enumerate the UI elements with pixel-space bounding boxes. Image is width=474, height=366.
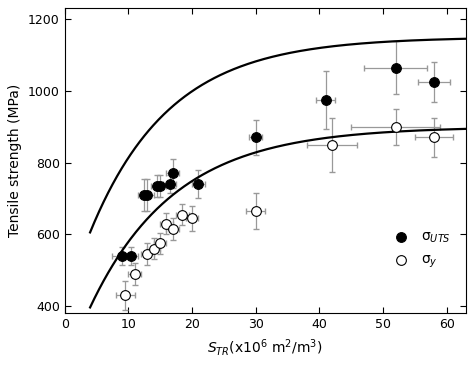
σ$_y$ <box>179 212 186 217</box>
σ$_y$ <box>121 292 129 298</box>
σ$_y$ <box>430 135 438 141</box>
σ$_y$ <box>163 221 170 227</box>
X-axis label: $S_{TR}$(x10$^6$ m$^2$/m$^3$): $S_{TR}$(x10$^6$ m$^2$/m$^3$) <box>207 337 323 358</box>
σ$_y$ <box>328 142 336 147</box>
σ$_{UTS}$ <box>140 192 148 198</box>
σ$_{UTS}$ <box>392 64 400 70</box>
Y-axis label: Tensile strength (MPa): Tensile strength (MPa) <box>9 84 22 238</box>
σ$_y$ <box>188 215 196 221</box>
σ$_y$ <box>131 271 138 277</box>
σ$_{UTS}$ <box>166 181 173 187</box>
σ$_y$ <box>392 124 400 130</box>
σ$_{UTS}$ <box>153 183 161 189</box>
σ$_{UTS}$ <box>169 171 177 176</box>
σ$_{UTS}$ <box>128 253 135 259</box>
σ$_{UTS}$ <box>430 79 438 85</box>
σ$_{UTS}$ <box>144 192 151 198</box>
Legend: σ$_{UTS}$, σ$_y$: σ$_{UTS}$, σ$_y$ <box>388 230 451 270</box>
σ$_{UTS}$ <box>156 183 164 189</box>
σ$_{UTS}$ <box>322 97 329 103</box>
σ$_{UTS}$ <box>118 253 126 259</box>
σ$_y$ <box>169 226 177 232</box>
σ$_y$ <box>156 240 164 246</box>
σ$_y$ <box>144 251 151 257</box>
σ$_y$ <box>252 208 259 214</box>
σ$_{UTS}$ <box>194 181 202 187</box>
σ$_{UTS}$ <box>252 135 259 141</box>
σ$_y$ <box>150 246 157 251</box>
